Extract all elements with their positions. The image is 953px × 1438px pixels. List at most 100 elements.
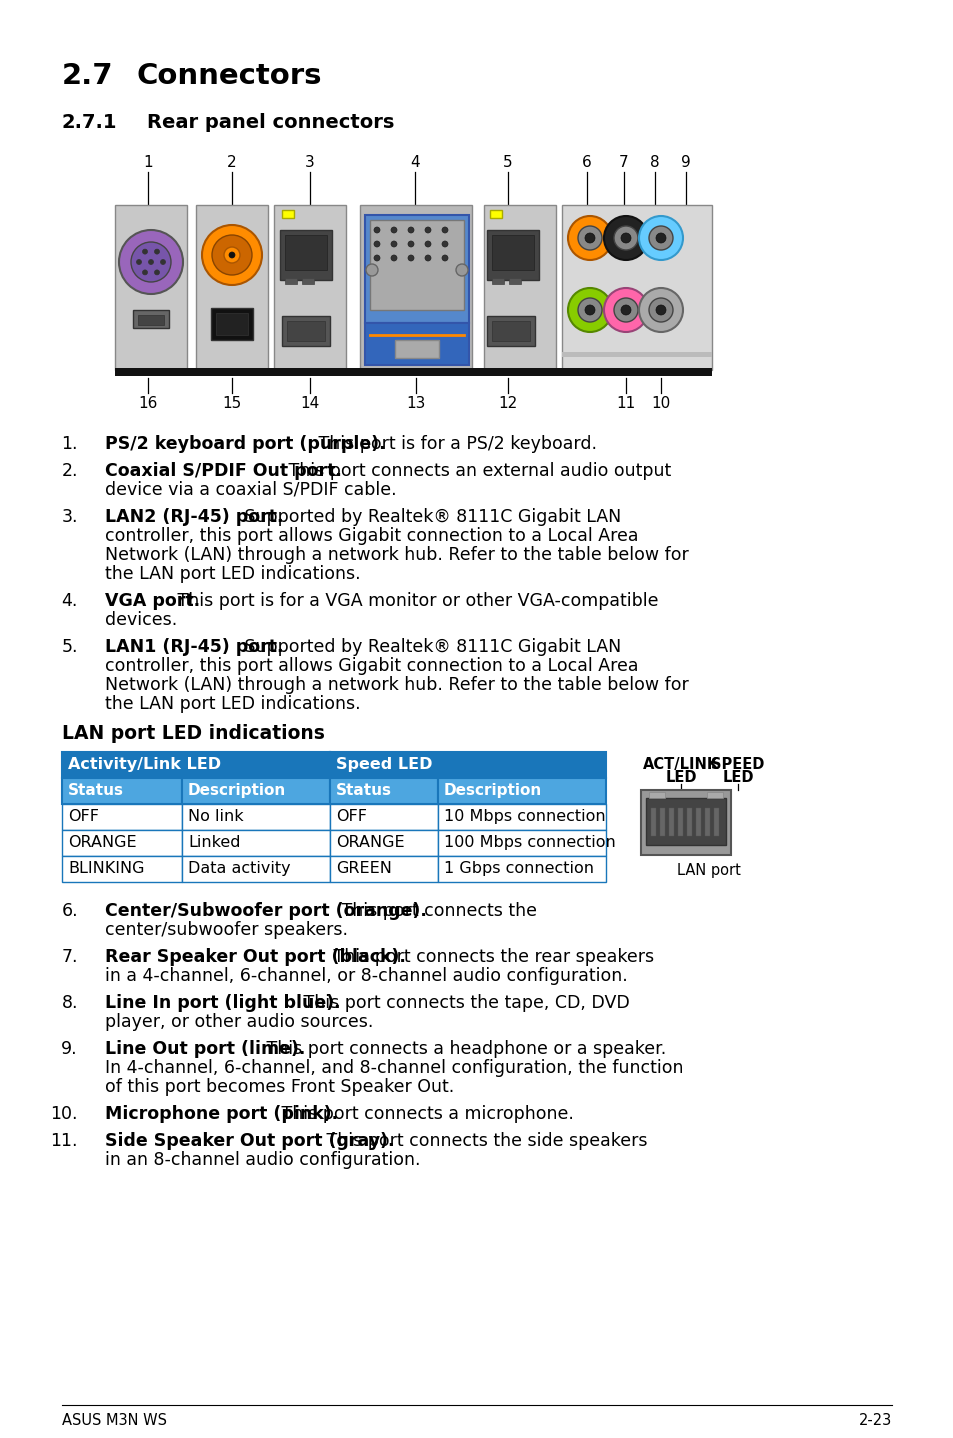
Bar	[62, 856, 182, 881]
Circle shape	[441, 255, 448, 262]
Text: 1: 1	[143, 155, 152, 170]
Text: 16: 16	[138, 395, 157, 411]
Text: This port connects an external audio output: This port connects an external audio out…	[283, 462, 671, 480]
Text: Status: Status	[68, 784, 124, 798]
Bar	[704, 808, 709, 835]
Text: 8.: 8.	[61, 994, 78, 1012]
Circle shape	[408, 227, 414, 233]
Bar	[359, 206, 472, 370]
Text: Line In port (light blue).: Line In port (light blue).	[105, 994, 340, 1012]
Bar	[490, 210, 501, 219]
Text: Rear Speaker Out port (black).: Rear Speaker Out port (black).	[105, 948, 405, 966]
Bar	[282, 316, 330, 347]
Circle shape	[119, 230, 183, 293]
Circle shape	[374, 255, 379, 262]
Circle shape	[212, 234, 252, 275]
Bar	[302, 278, 314, 283]
Bar	[509, 278, 520, 283]
Circle shape	[131, 242, 171, 282]
Text: 9: 9	[680, 155, 690, 170]
Circle shape	[136, 259, 141, 265]
Text: LED: LED	[721, 769, 753, 785]
Circle shape	[408, 255, 414, 262]
Bar	[138, 315, 164, 325]
Text: 2-23: 2-23	[858, 1414, 891, 1428]
Text: ACT/LINK: ACT/LINK	[642, 756, 719, 772]
Bar	[437, 856, 605, 881]
Circle shape	[567, 288, 612, 332]
Text: Connectors: Connectors	[137, 62, 322, 91]
Text: the LAN port LED indications.: the LAN port LED indications.	[105, 695, 360, 713]
Bar	[182, 778, 330, 804]
Text: No link: No link	[188, 810, 243, 824]
Text: Description: Description	[188, 784, 286, 798]
Circle shape	[620, 305, 630, 315]
Bar	[713, 808, 719, 835]
Circle shape	[648, 298, 672, 322]
Text: 2.7: 2.7	[62, 62, 113, 91]
Text: OFF: OFF	[68, 810, 99, 824]
Text: 10 Mbps connection: 10 Mbps connection	[443, 810, 605, 824]
Text: This port is for a PS/2 keyboard.: This port is for a PS/2 keyboard.	[313, 436, 597, 453]
Text: Microphone port (pink).: Microphone port (pink).	[105, 1104, 337, 1123]
Text: LAN1 (RJ-45) port.: LAN1 (RJ-45) port.	[105, 638, 283, 656]
Circle shape	[154, 249, 159, 255]
Text: Line Out port (lime). This port connects a headphone or a speaker.: Line Out port (lime). This port connects…	[105, 1040, 686, 1058]
Bar	[648, 792, 664, 798]
Bar	[182, 856, 330, 881]
Circle shape	[391, 255, 396, 262]
Text: 11.: 11.	[51, 1132, 78, 1150]
Bar	[330, 804, 437, 830]
Bar	[62, 804, 182, 830]
Bar	[645, 798, 725, 846]
Circle shape	[656, 233, 665, 243]
Text: LAN1 (RJ-45) port. Supported by Realtek® 8111C Gigabit LAN: LAN1 (RJ-45) port. Supported by Realtek®…	[105, 638, 643, 656]
Text: 13: 13	[406, 395, 425, 411]
Bar	[437, 830, 605, 856]
Text: 6.: 6.	[61, 902, 78, 920]
Text: This port connects the tape, CD, DVD: This port connects the tape, CD, DVD	[298, 994, 630, 1012]
Bar	[492, 278, 503, 283]
Text: 5.: 5.	[61, 638, 78, 656]
Text: Data activity: Data activity	[188, 861, 291, 876]
Text: 12: 12	[497, 395, 517, 411]
Circle shape	[567, 216, 612, 260]
Text: 7: 7	[618, 155, 628, 170]
Text: Supported by Realtek® 8111C Gigabit LAN: Supported by Realtek® 8111C Gigabit LAN	[238, 638, 620, 656]
Bar	[678, 808, 682, 835]
Text: Status: Status	[335, 784, 392, 798]
Text: Description: Description	[443, 784, 541, 798]
Text: 1.: 1.	[61, 436, 78, 453]
Text: 14: 14	[300, 395, 319, 411]
Circle shape	[578, 226, 601, 250]
Text: 6: 6	[581, 155, 591, 170]
Circle shape	[160, 259, 165, 265]
Text: in an 8-channel audio configuration.: in an 8-channel audio configuration.	[105, 1150, 420, 1169]
Circle shape	[424, 255, 431, 262]
Text: This port connects the: This port connects the	[335, 902, 536, 920]
Text: Side Speaker Out port (gray). This port connects the side speakers: Side Speaker Out port (gray). This port …	[105, 1132, 687, 1150]
Circle shape	[374, 227, 379, 233]
Text: 1 Gbps connection: 1 Gbps connection	[443, 861, 594, 876]
Circle shape	[142, 249, 148, 255]
Circle shape	[408, 242, 414, 247]
Circle shape	[603, 288, 647, 332]
Bar	[330, 752, 605, 778]
Bar	[274, 206, 346, 370]
Bar	[211, 308, 253, 339]
Bar	[285, 278, 296, 283]
Bar	[486, 230, 538, 280]
Bar	[330, 856, 437, 881]
Text: LED: LED	[664, 769, 696, 785]
Text: Network (LAN) through a network hub. Refer to the table below for: Network (LAN) through a network hub. Ref…	[105, 676, 688, 695]
Bar	[640, 789, 730, 856]
Bar	[561, 352, 711, 357]
Circle shape	[456, 265, 468, 276]
Bar	[62, 830, 182, 856]
Bar	[182, 804, 330, 830]
Bar	[132, 311, 169, 328]
Bar	[280, 230, 332, 280]
Text: 4.: 4.	[62, 592, 78, 610]
Circle shape	[639, 216, 682, 260]
Bar	[182, 830, 330, 856]
